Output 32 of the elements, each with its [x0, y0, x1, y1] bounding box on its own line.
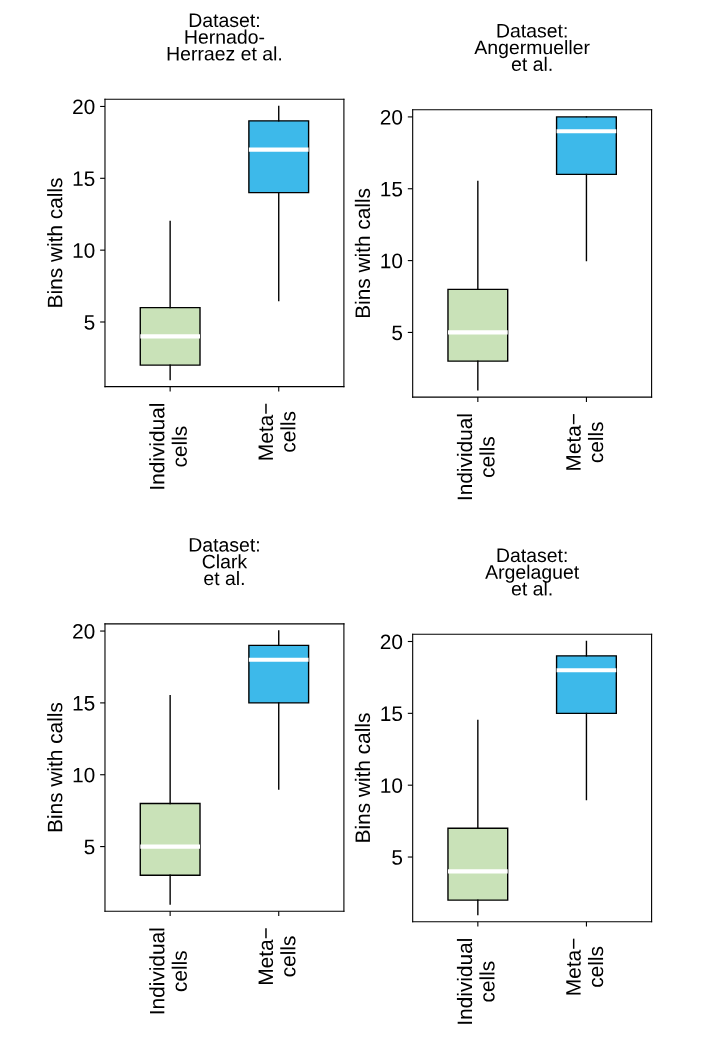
y-tick-label: 15 [73, 171, 95, 187]
y-tick-label: 5 [392, 850, 403, 865]
y-tick-label: 5 [84, 315, 95, 330]
x-tick-label: Meta− cells [566, 938, 604, 995]
x-tick-label: Individual cells [456, 414, 495, 500]
y-tick-label: 5 [84, 839, 95, 855]
y-tick-label: 20 [380, 634, 403, 650]
chart-title: Dataset: Argelaguet et al. [485, 548, 580, 596]
x-tick-label: Individual cells [149, 404, 187, 489]
y-tick-label: 10 [73, 767, 95, 783]
x-tick-label: Individual cells [149, 928, 187, 1014]
y-axis-title: Bins with calls [47, 702, 63, 832]
x-tick-label: Meta− cells [258, 928, 296, 984]
y-tick-label: 15 [381, 181, 403, 197]
chart-title: Dataset: Angermueller et al. [474, 24, 590, 72]
y-axis-title: Bins with calls [354, 188, 371, 318]
x-tick-label: Meta− cells [566, 414, 604, 470]
y-tick-label: 10 [381, 778, 403, 793]
y-tick-label: 20 [380, 109, 403, 125]
x-tick-label: Individual cells [456, 939, 495, 1024]
y-tick-label: 5 [392, 325, 403, 341]
x-tick-label: Meta− cells [258, 403, 296, 460]
y-tick-label: 20 [73, 624, 95, 639]
chart-title: Dataset: Clark et al. [189, 538, 259, 586]
y-axis-title: Bins with calls [354, 713, 371, 842]
y-tick-label: 15 [381, 706, 403, 722]
y-axis-title: Bins with calls [47, 178, 63, 307]
y-tick-label: 15 [73, 696, 95, 711]
y-tick-label: 10 [381, 253, 403, 269]
y-tick-label: 20 [73, 99, 95, 115]
chart-title: Dataset: Hernado- Herraez et al. [167, 13, 282, 61]
y-tick-label: 10 [73, 243, 95, 258]
